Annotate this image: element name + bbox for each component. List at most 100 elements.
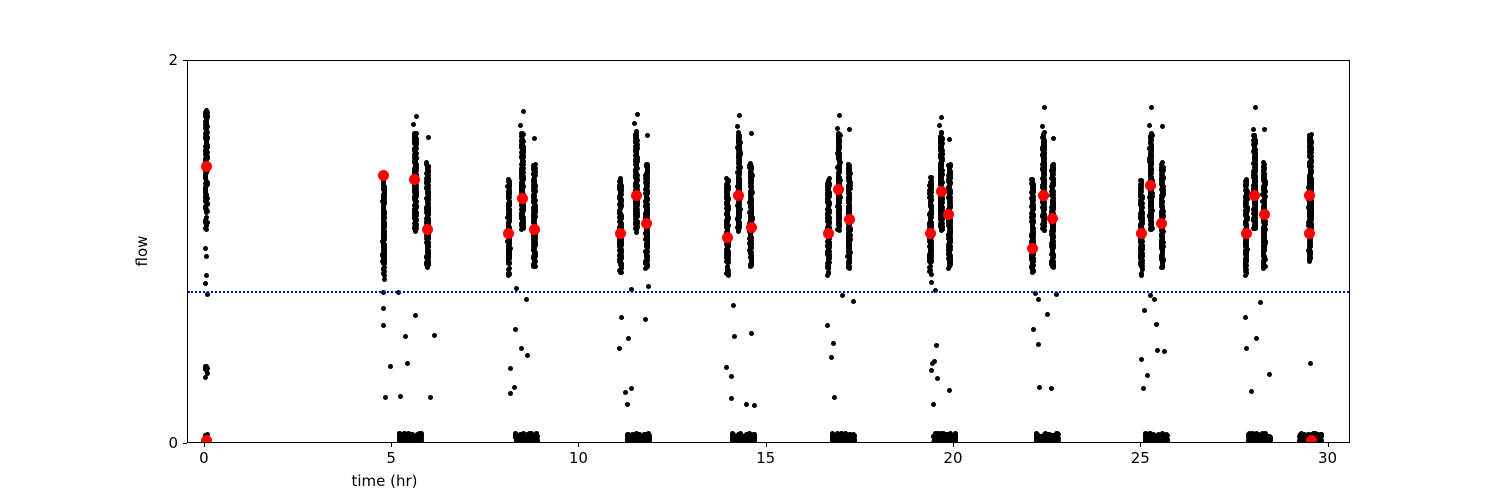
scatter-point bbox=[1030, 231, 1036, 237]
scatter-point bbox=[531, 204, 537, 210]
scatter-point bbox=[735, 136, 741, 142]
scatter-point bbox=[836, 154, 842, 160]
scatter-point bbox=[412, 165, 418, 171]
scatter-point bbox=[617, 240, 623, 246]
scatter-point bbox=[1138, 213, 1144, 219]
scatter-point bbox=[520, 160, 526, 166]
scatter-point bbox=[946, 172, 952, 178]
scatter-point bbox=[725, 249, 731, 255]
scatter-point bbox=[1041, 139, 1047, 145]
scatter-point bbox=[505, 203, 511, 209]
scatter-point bbox=[744, 401, 750, 407]
scatter-point bbox=[202, 175, 208, 181]
scatter-point bbox=[630, 431, 636, 437]
scatter-point bbox=[1051, 253, 1057, 259]
scatter-point bbox=[1051, 433, 1057, 439]
scatter-point bbox=[1040, 191, 1046, 197]
scatter-point bbox=[938, 204, 944, 210]
scatter-point bbox=[736, 218, 742, 224]
scatter-point bbox=[734, 438, 740, 442]
scatter-point bbox=[1147, 188, 1153, 194]
scatter-point bbox=[529, 440, 535, 442]
scatter-point bbox=[1147, 217, 1153, 223]
scatter-point bbox=[531, 249, 537, 255]
scatter-point bbox=[938, 168, 944, 174]
scatter-point bbox=[413, 113, 419, 119]
scatter-point bbox=[1148, 175, 1154, 181]
scatter-point bbox=[945, 247, 951, 253]
scatter-point bbox=[617, 201, 623, 207]
scatter-point bbox=[632, 137, 638, 143]
scatter-point bbox=[1041, 224, 1047, 230]
scatter-point bbox=[410, 436, 416, 442]
scatter-point bbox=[382, 229, 388, 235]
scatter-point bbox=[533, 437, 539, 442]
scatter-point bbox=[203, 280, 209, 286]
scatter-point bbox=[946, 207, 952, 213]
scatter-point bbox=[525, 439, 531, 442]
scatter-point bbox=[506, 238, 512, 244]
scatter-point bbox=[1029, 189, 1035, 195]
scatter-point bbox=[618, 178, 624, 184]
scatter-point bbox=[748, 238, 754, 244]
scatter-point bbox=[748, 211, 754, 217]
scatter-point bbox=[204, 166, 210, 172]
scatter-point bbox=[634, 435, 640, 441]
scatter-point bbox=[203, 193, 209, 199]
scatter-point bbox=[506, 211, 512, 217]
scatter-point bbox=[531, 167, 537, 173]
scatter-point bbox=[927, 257, 933, 263]
scatter-point bbox=[946, 266, 952, 272]
scatter-point bbox=[946, 179, 952, 185]
scatter-point bbox=[1038, 439, 1044, 442]
scatter-point bbox=[520, 139, 526, 145]
scatter-point bbox=[838, 435, 844, 441]
scatter-point bbox=[396, 431, 402, 437]
scatter-point bbox=[412, 146, 418, 152]
scatter-point bbox=[939, 439, 945, 442]
scatter-point bbox=[747, 236, 753, 242]
scatter-point bbox=[1041, 137, 1047, 143]
scatter-point bbox=[847, 237, 853, 243]
scatter-point bbox=[618, 233, 624, 239]
scatter-point bbox=[946, 218, 952, 224]
scatter-point bbox=[506, 266, 512, 272]
scatter-point bbox=[507, 187, 513, 193]
scatter-point bbox=[1030, 247, 1036, 253]
scatter-point bbox=[1159, 217, 1165, 223]
scatter-point bbox=[412, 212, 418, 218]
scatter-point bbox=[749, 214, 755, 220]
scatter-point bbox=[1029, 176, 1035, 182]
scatter-point bbox=[425, 242, 431, 248]
scatter-point bbox=[507, 182, 513, 188]
scatter-point bbox=[928, 197, 934, 203]
scatter-point bbox=[1029, 265, 1035, 271]
scatter-point bbox=[735, 177, 741, 183]
scatter-point bbox=[1049, 246, 1055, 252]
scatter-point bbox=[531, 200, 537, 206]
scatter-point bbox=[747, 217, 753, 223]
scatter-point bbox=[413, 213, 419, 219]
scatter-point bbox=[939, 199, 945, 205]
scatter-point bbox=[1041, 159, 1047, 165]
scatter-point bbox=[826, 266, 832, 272]
scatter-point bbox=[1139, 252, 1145, 258]
scatter-point bbox=[418, 431, 424, 437]
scatter-point bbox=[825, 252, 831, 258]
scatter-point bbox=[381, 242, 387, 248]
scatter-point bbox=[730, 439, 736, 442]
scatter-point bbox=[837, 185, 843, 191]
scatter-point bbox=[830, 437, 836, 442]
scatter-point bbox=[412, 173, 418, 179]
scatter-point bbox=[748, 245, 754, 251]
scatter-point bbox=[396, 440, 402, 442]
scatter-point bbox=[928, 245, 934, 251]
scatter-point bbox=[1160, 238, 1166, 244]
scatter-point bbox=[1051, 195, 1057, 201]
scatter-point bbox=[945, 177, 951, 183]
scatter-point bbox=[1050, 201, 1056, 207]
scatter-point bbox=[413, 225, 419, 231]
scatter-point bbox=[725, 177, 731, 183]
scatter-point bbox=[835, 134, 841, 140]
scatter-point bbox=[1139, 205, 1145, 211]
